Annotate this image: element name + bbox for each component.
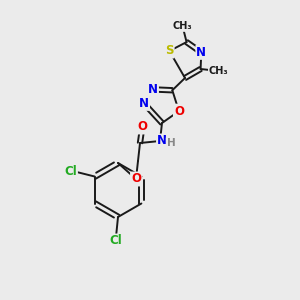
Text: CH₃: CH₃	[173, 21, 192, 31]
Text: Cl: Cl	[110, 235, 122, 248]
Text: N: N	[148, 83, 158, 96]
Text: Cl: Cl	[64, 165, 77, 178]
Text: O: O	[137, 121, 147, 134]
Text: O: O	[174, 105, 184, 118]
Text: N: N	[196, 46, 206, 59]
Text: N: N	[157, 134, 167, 148]
Text: O: O	[131, 172, 141, 185]
Text: S: S	[165, 44, 174, 58]
Text: CH₃: CH₃	[209, 66, 228, 76]
Text: H: H	[167, 138, 176, 148]
Text: N: N	[139, 97, 149, 110]
